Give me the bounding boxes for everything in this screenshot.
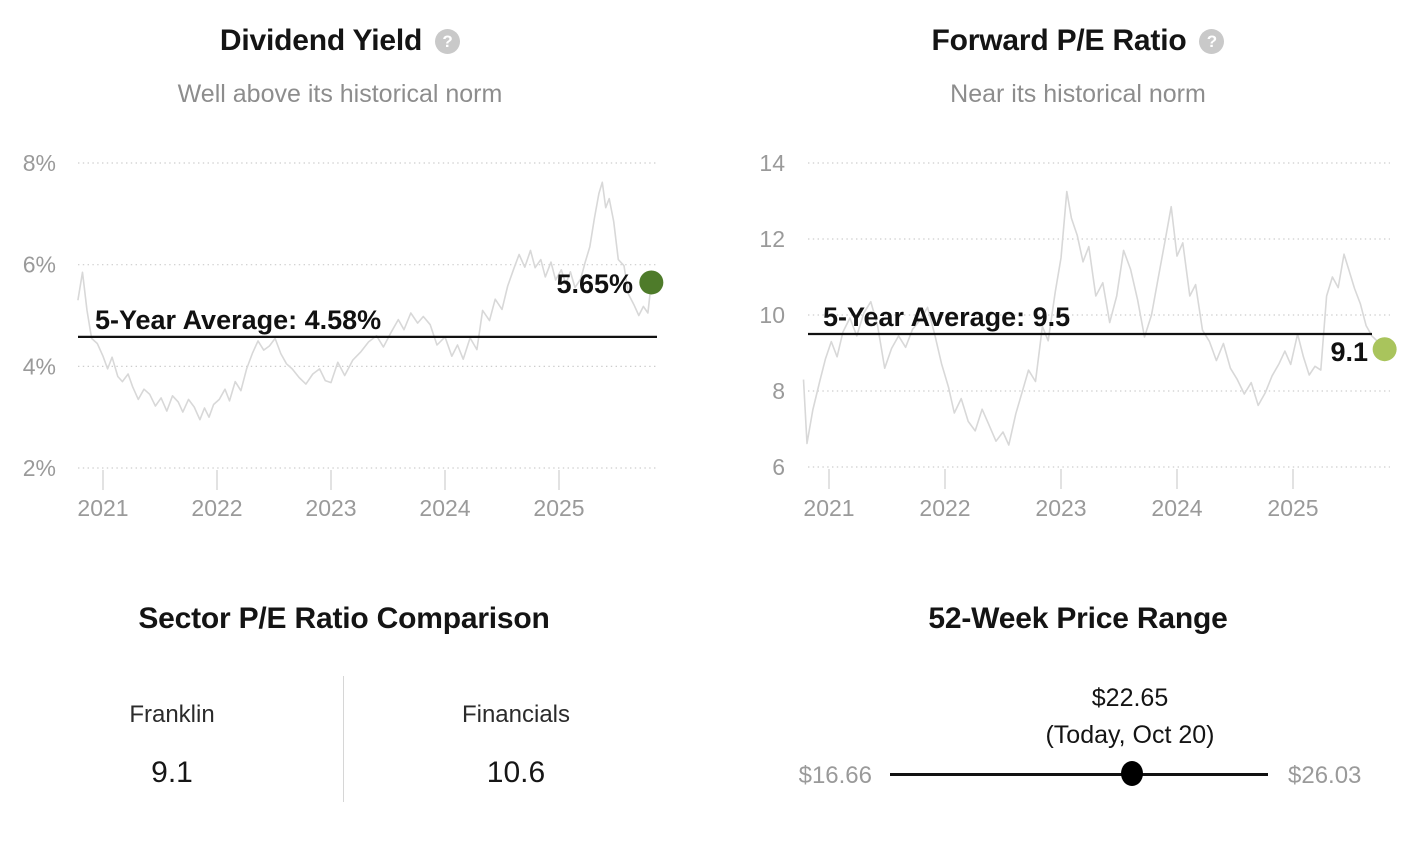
sector-item-value: 9.1 — [151, 756, 193, 789]
range-high-label: $26.03 — [1288, 762, 1362, 789]
y-axis-label: 10 — [759, 302, 785, 328]
help-icon[interactable]: ? — [435, 28, 461, 54]
forward-pe-title: Forward P/E Ratio — [931, 24, 1187, 57]
y-axis-label: 14 — [759, 150, 785, 176]
x-axis-label: 2023 — [305, 495, 356, 521]
dividend-yield-card: 8% 6% 4% 2% 2021 2022 2023 2024 2025 5-Year Avera… — [0, 0, 712, 560]
current-value-label: 5.65% — [556, 269, 633, 299]
forward-pe-plot: 14 12 10 8 6 2021 2022 2023 2024 2025 5-Year Avera… — [759, 150, 1397, 521]
y-axis-label: 8 — [772, 378, 785, 404]
dividend-yield-subtitle: Well above its historical norm — [177, 80, 503, 108]
current-price-date: (Today, Oct 20) — [1045, 721, 1215, 749]
x-axis-label: 2021 — [77, 495, 128, 521]
x-axis-label: 2022 — [191, 495, 242, 521]
x-axis-label: 2025 — [533, 495, 584, 521]
price-range-card: 52-Week Price Range $22.65 (Today, Oct 2… — [712, 560, 1424, 846]
price-range-track — [890, 773, 1268, 776]
price-range-title: 52-Week Price Range — [928, 602, 1228, 635]
divider — [343, 676, 344, 802]
x-axis-label: 2021 — [803, 495, 854, 521]
x-axis-label: 2022 — [919, 495, 970, 521]
y-axis-label: 2% — [23, 455, 56, 481]
help-icon[interactable]: ? — [1199, 28, 1225, 54]
dividend-yield-plot: 8% 6% 4% 2% 2021 2022 2023 2024 2025 5-Year Avera… — [23, 150, 664, 521]
forward-pe-subtitle: Near its historical norm — [950, 80, 1206, 108]
y-axis-label: 12 — [759, 226, 785, 252]
forward-pe-card: 14 12 10 8 6 2021 2022 2023 2024 2025 5-Year Avera… — [712, 0, 1424, 560]
sector-item-label: Franklin — [129, 701, 215, 728]
x-axis-label: 2023 — [1035, 495, 1086, 521]
question-mark-icon: ? — [442, 31, 453, 51]
y-axis-label: 8% — [23, 150, 56, 176]
x-axis-label: 2025 — [1267, 495, 1318, 521]
current-value-label: 9.1 — [1330, 337, 1368, 367]
current-price-label: $22.65 — [1091, 684, 1169, 712]
current-value-dot — [639, 270, 664, 295]
current-value-dot — [1372, 337, 1397, 362]
y-axis-label: 6% — [23, 252, 56, 278]
average-line-label: 5-Year Average: 4.58% — [95, 305, 381, 335]
sector-comparison-title: Sector P/E Ratio Comparison — [138, 602, 550, 635]
sector-item-label: Financials — [461, 701, 571, 728]
y-axis-label: 6 — [772, 454, 785, 480]
sector-item-value: 10.6 — [486, 756, 546, 789]
y-axis-label: 4% — [23, 353, 56, 379]
current-price-marker — [1120, 761, 1143, 786]
x-axis-label: 2024 — [419, 495, 470, 521]
question-mark-icon: ? — [1206, 31, 1218, 51]
range-low-label: $16.66 — [798, 762, 872, 789]
dividend-yield-title: Dividend Yield — [219, 24, 423, 57]
sector-comparison-card: Sector P/E Ratio Comparison Franklin Fin… — [0, 560, 712, 846]
average-line-label: 5-Year Average: 9.5 — [823, 302, 1070, 332]
x-axis-label: 2024 — [1151, 495, 1202, 521]
series-line — [77, 181, 653, 421]
